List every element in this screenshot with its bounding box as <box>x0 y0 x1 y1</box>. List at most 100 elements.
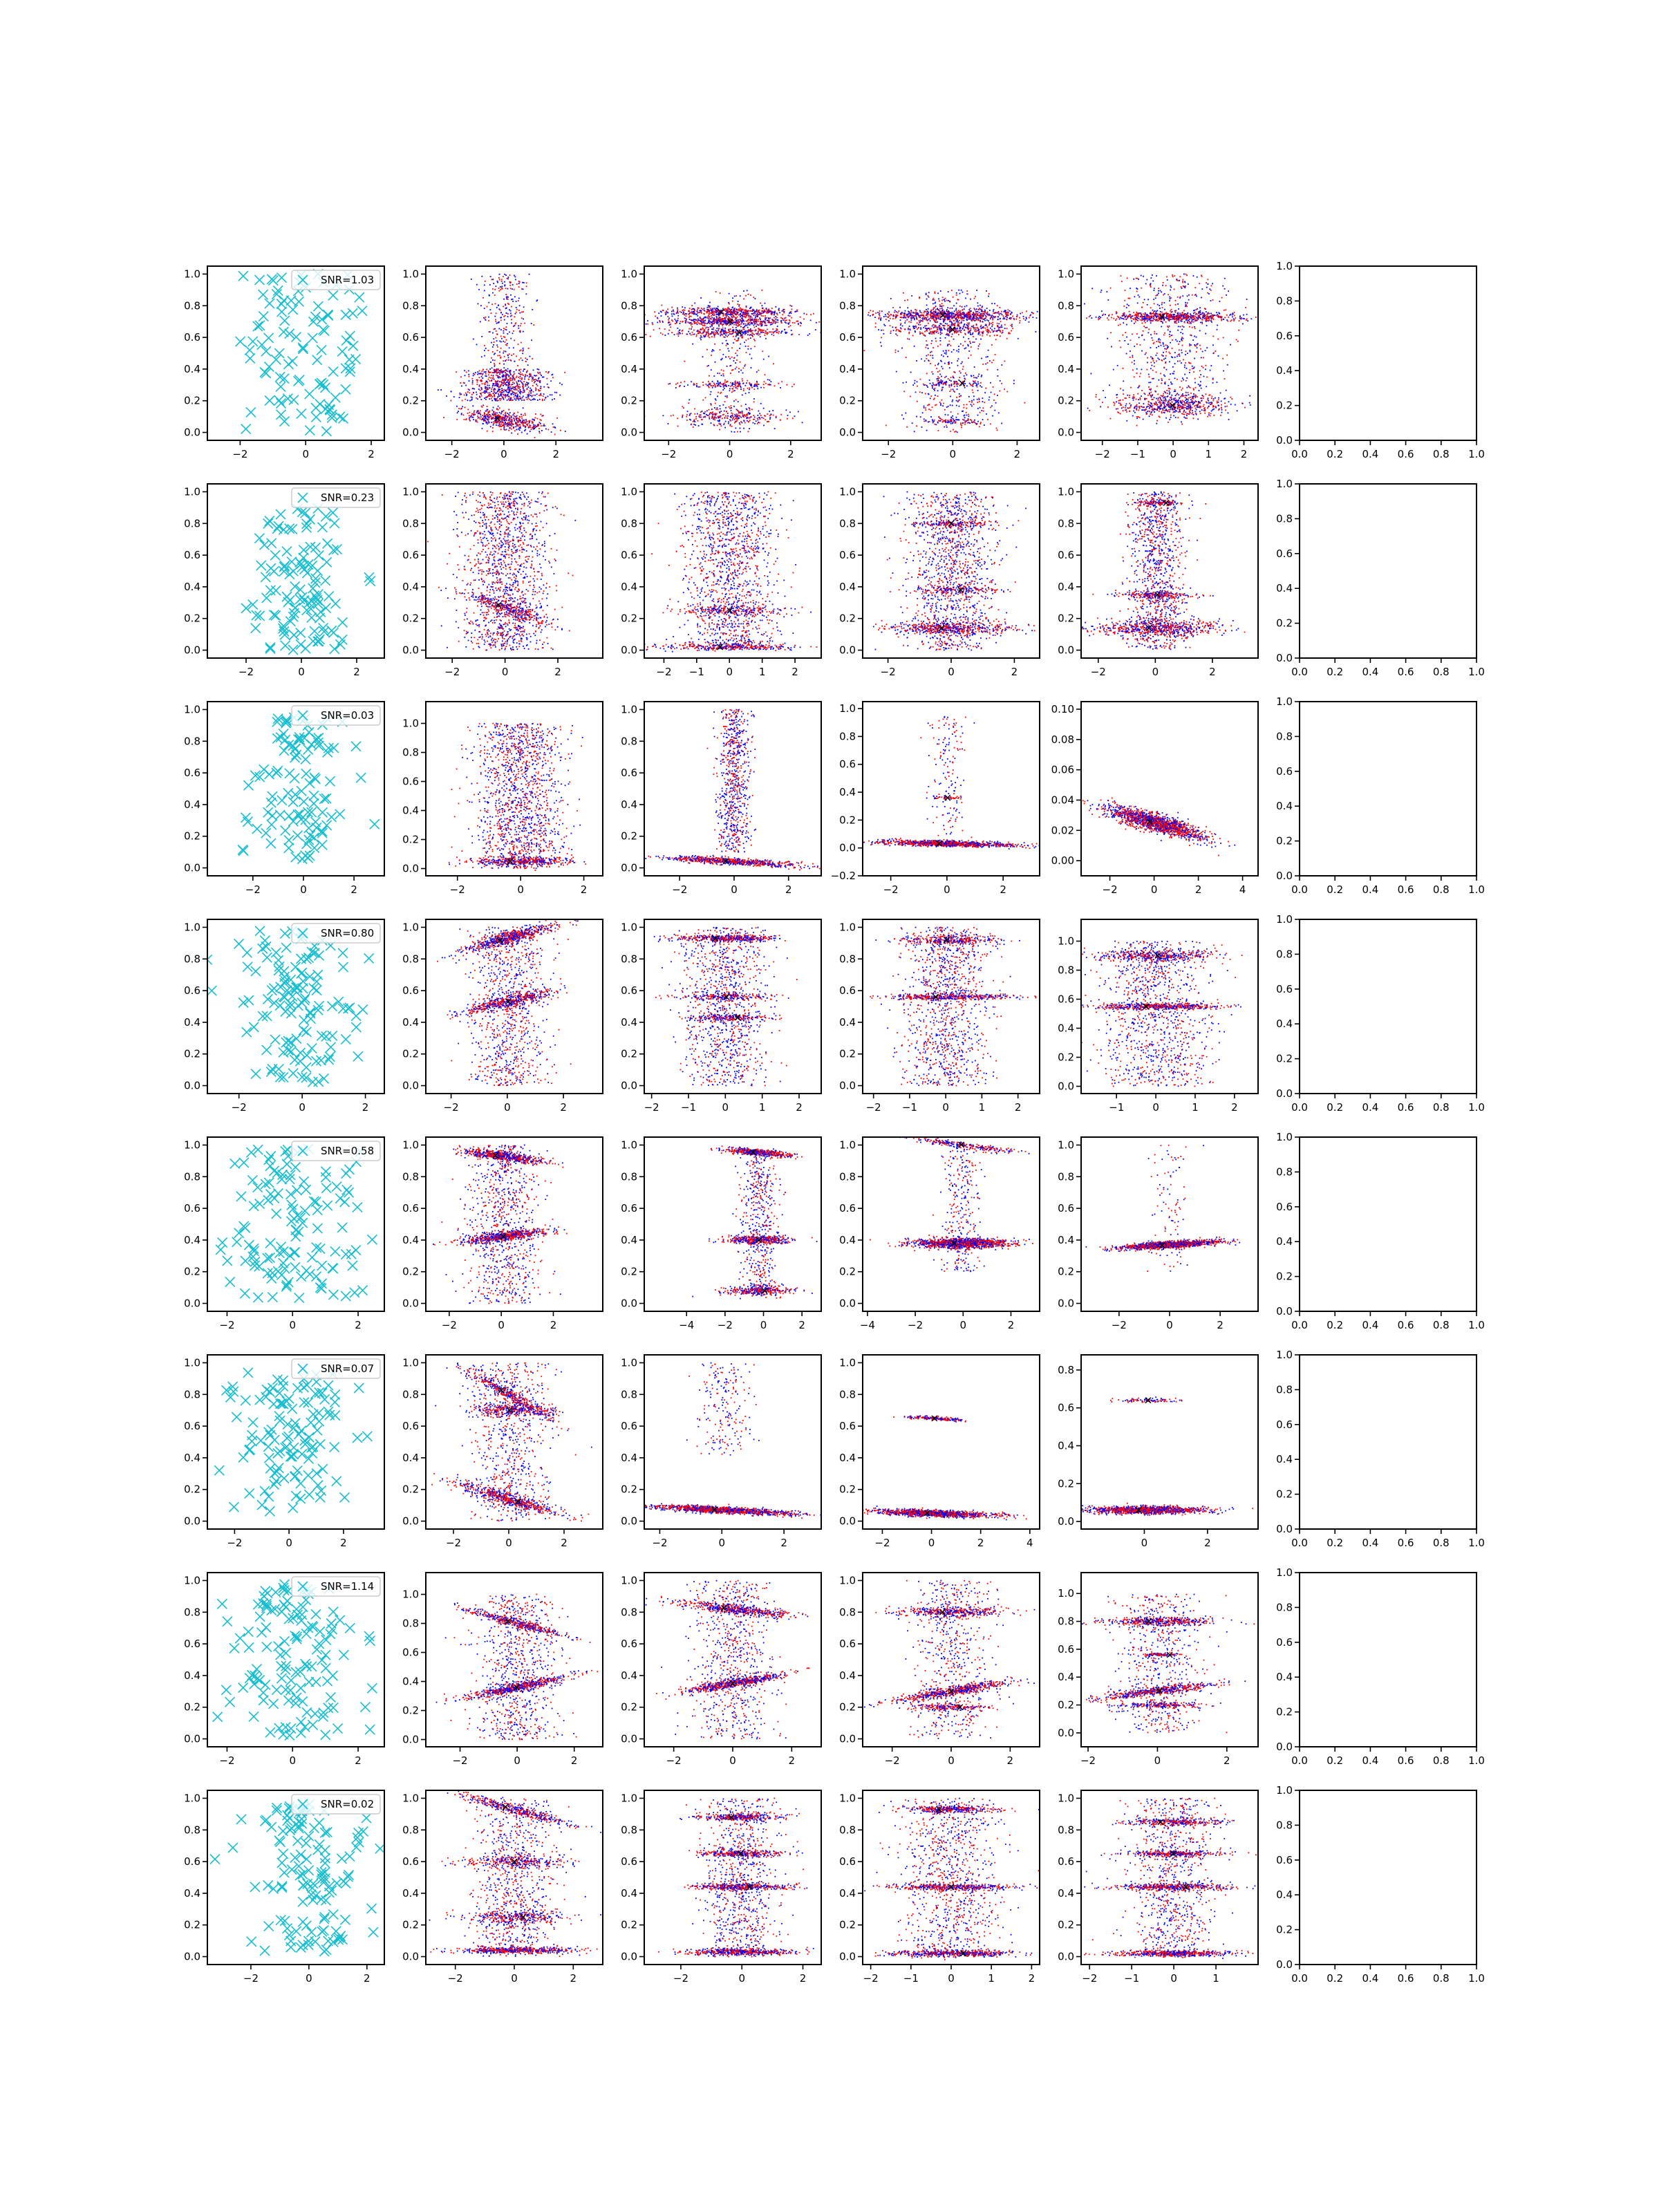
panel-r1-c3-pt-1-485 <box>769 322 771 324</box>
panel-r1-c2-pt-0-397 <box>512 382 514 383</box>
panel-r1-c2-pt-1-126 <box>505 296 507 298</box>
panel-r1-c3-pt-2-14 <box>740 335 741 337</box>
panel-r1-c3-pt-3-61 <box>702 384 704 386</box>
panel-r1-c4-pt-0-690 <box>966 314 968 316</box>
panel-r1-c3-pt-1-67 <box>706 316 709 318</box>
panel-r1-c3-pt-2-148 <box>715 332 716 334</box>
panel-r1-c4-pt-0-145 <box>955 321 957 323</box>
panel-r1-c3-pt-3-125 <box>763 381 765 383</box>
panel-r1-c3-pt-4-55 <box>747 420 748 422</box>
panel-r1-c4-pt-0-175 <box>888 313 890 315</box>
panel-r1-c4-pt-0-161 <box>997 312 999 314</box>
panel-r1-c4-pt-0-719 <box>955 317 957 319</box>
panel-r1-c3-pt-3-148 <box>714 384 715 385</box>
panel-r1-c3-pt-1-433 <box>729 319 731 320</box>
panel-r1-c3-pt-4-84 <box>694 408 695 410</box>
panel-r1-c4-pt-1-121 <box>908 326 910 327</box>
panel-r1-c3-pt-2-115 <box>700 328 702 330</box>
panel-r1-c3-pt-1-428 <box>791 317 793 319</box>
panel-r1-c4-pt-0-480 <box>941 310 943 312</box>
panel-r1-c1-cross-0-77 <box>321 426 332 437</box>
panel-r1-c3-pt-0-170 <box>731 307 733 309</box>
panel-r1-c3-pt-1-202 <box>747 326 749 328</box>
panel-r1-c4-pt-2-182 <box>968 413 970 415</box>
panel-r1-c3-pt-3-73 <box>740 388 742 391</box>
panel-r1-c3-pt-1-419 <box>688 328 691 330</box>
panel-r1-c2-pt-2-354 <box>503 422 505 424</box>
panel-r1-c3-pt-4-237 <box>748 412 749 413</box>
panel-r1-c2-pt-1-180 <box>509 281 511 283</box>
panel-r1-c3-pt-1-288 <box>768 319 770 321</box>
panel-r1-c2-pt-2-396 <box>504 415 506 417</box>
panel-r1-c4-pt-2-178 <box>937 371 939 373</box>
panel-r1-c2-pt-0-199 <box>468 375 470 377</box>
panel-r1-c4-pt-0-552 <box>1035 317 1038 319</box>
panel-r1-c4-pt-1-49 <box>939 333 941 335</box>
panel-r1-c3-pt-1-251 <box>668 321 670 323</box>
panel-r1-c4-pt-0-454 <box>1040 315 1042 317</box>
panel-r1-c4-pt-1-45 <box>935 326 937 328</box>
panel-r1-c3-pt-5-266 <box>756 385 758 386</box>
panel-r1-c2-pt-1-336 <box>519 312 521 314</box>
panel-r1-c3-pt-5-27 <box>757 388 759 390</box>
panel-r1-c3-pt-1-110 <box>703 324 705 326</box>
panel-r1-c2-pt-2-254 <box>482 416 485 418</box>
panel-r1-c2-pt-2-342 <box>500 429 502 431</box>
panel-r1-c4-pt-0-42 <box>994 317 996 319</box>
panel-r1-c3-pt-1-211 <box>726 321 728 323</box>
panel-r1-c3-pt-4-162 <box>714 419 715 421</box>
panel-r1-c2-pt-1-263 <box>489 284 491 285</box>
panel-r1-c3-pt-2-139 <box>676 333 678 335</box>
panel-r1-c2-pt-0-61 <box>507 379 509 382</box>
panel-r1-c3-pt-1-497 <box>738 324 740 326</box>
panel-r1-c2-pt-2-168 <box>515 426 517 428</box>
panel-r1-c3-pt-3-113 <box>774 385 776 387</box>
panel-r1-c2-pt-0-178 <box>480 393 482 395</box>
panel-r1-c3-pt-4-109 <box>710 404 712 406</box>
panel-r1-c2-pt-0-152 <box>506 399 508 401</box>
panel-r1-c4-pt-1-23 <box>979 334 981 336</box>
panel-r1-c3-pt-5-126 <box>733 308 735 310</box>
panel-r1-c2-pt-1-281 <box>481 391 483 393</box>
panel-r1-c3-pt-0-318 <box>708 310 709 312</box>
panel-r1-c3-pt-1-270 <box>785 322 787 324</box>
panel-r1-c2-pt-2-95 <box>487 413 488 415</box>
panel-r1-c4-pt-1-116 <box>912 326 915 328</box>
panel-r1-c2-pt-0-242 <box>506 394 508 396</box>
panel-r1-c2-pt-0-559 <box>520 371 521 373</box>
panel-r1-c3-pt-1-291 <box>633 319 635 320</box>
panel-r1-c1-cross-0-7 <box>274 348 285 359</box>
panel-r1-c2-pt-1-243 <box>512 332 514 335</box>
panel-r1-c2-pt-0-263 <box>518 384 521 386</box>
panel-r1-c2-pt-0-401 <box>512 374 514 376</box>
panel-r1-c3-pt-4-169 <box>682 415 684 417</box>
panel-r1-c4-pt-0-5 <box>973 317 975 319</box>
panel-r1-c4-pt-0-378 <box>994 312 996 314</box>
panel-r1-c1-cross-0-59 <box>259 366 270 378</box>
panel-r1-c2-pt-1-82 <box>525 282 527 284</box>
panel-r1-c2-pt-2-188 <box>532 421 533 423</box>
panel-r1-c1-xtick-label-1: 0 <box>302 448 309 460</box>
panel-r1-c4-pt-1-260 <box>937 328 939 330</box>
panel-r1-c3-pt-3-21 <box>756 383 758 385</box>
panel-r1-c3-pt-1-393 <box>634 321 635 323</box>
panel-r1-c4-pt-0-754 <box>903 315 905 317</box>
panel-r1-c4-pt-2-181 <box>959 372 962 374</box>
panel-r1-c4-pt-0-295 <box>880 317 882 319</box>
panel-r1-c1-cross-0-57 <box>324 404 335 415</box>
panel-r1-c2-pt-0-498 <box>552 399 553 401</box>
panel-r1-c3-pt-0-167 <box>667 316 669 317</box>
panel-r1-c3-pt-5-290 <box>729 424 731 427</box>
panel-r1-c2-pt-0-115 <box>534 382 535 384</box>
panel-r1-c4-pt-0-262 <box>921 315 924 317</box>
panel-r1-c4-pt-0-715 <box>992 317 994 319</box>
panel-r1-c4-pt-2-104 <box>972 391 974 393</box>
panel-r1-c3-ytick-label-2: 0.4 <box>621 363 637 375</box>
panel-r1-c2-pt-0-376 <box>469 389 470 391</box>
panel-r1-c2-pt-2-122 <box>467 412 469 414</box>
panel-r1-c2-pt-1-182 <box>528 273 530 275</box>
panel-r1-c3-pt-0-385 <box>768 309 769 311</box>
panel-r1-c3-pt-0-217 <box>688 317 690 318</box>
panel-r1-c4-pt-0-395 <box>995 316 997 318</box>
panel-r1-c2-pt-0-86 <box>504 370 506 372</box>
